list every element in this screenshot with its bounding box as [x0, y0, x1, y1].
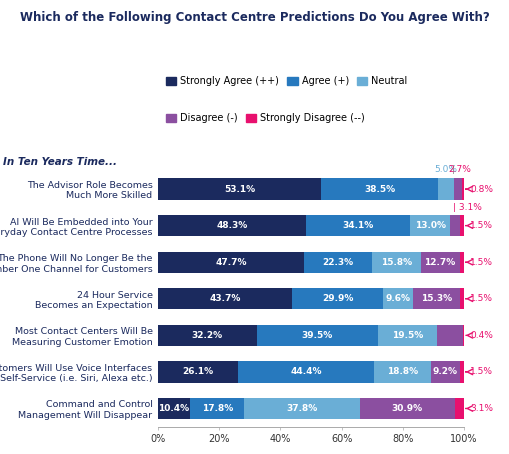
Text: 15.3%: 15.3%	[420, 294, 451, 303]
Bar	[158, 398, 189, 419]
Text: 53.1%: 53.1%	[223, 184, 254, 193]
Text: 38.5%: 38.5%	[363, 184, 394, 193]
Bar	[420, 252, 459, 273]
Bar	[158, 178, 320, 200]
Text: 13.0%: 13.0%	[414, 221, 445, 230]
Text: 12.7%: 12.7%	[423, 258, 455, 266]
Text: 5.0%: 5.0%	[434, 165, 457, 174]
Bar	[244, 398, 359, 419]
Text: 1.5%: 1.5%	[469, 367, 492, 376]
Bar	[305, 215, 409, 236]
Bar	[459, 361, 463, 383]
Text: 1.5%: 1.5%	[469, 294, 492, 303]
Text: 17.8%: 17.8%	[201, 404, 232, 413]
Text: 47.7%: 47.7%	[215, 258, 246, 266]
Text: 34.1%: 34.1%	[342, 221, 373, 230]
Bar	[373, 361, 431, 383]
Bar	[409, 215, 449, 236]
Bar	[459, 252, 463, 273]
Text: 43.7%: 43.7%	[209, 294, 240, 303]
Bar	[256, 325, 377, 346]
Bar	[377, 325, 436, 346]
Text: 22.3%: 22.3%	[322, 258, 353, 266]
Bar	[462, 325, 463, 346]
Bar	[461, 178, 464, 200]
Bar	[412, 288, 459, 309]
Bar	[320, 178, 438, 200]
Legend: Disagree (-), Strongly Disagree (--): Disagree (-), Strongly Disagree (--)	[161, 109, 368, 127]
Bar	[438, 178, 453, 200]
Bar	[158, 361, 238, 383]
Bar	[158, 215, 305, 236]
Bar	[459, 288, 463, 309]
Bar	[436, 325, 462, 346]
Bar	[453, 178, 461, 200]
Text: Which of the Following Contact Centre Predictions Do You Agree With?: Which of the Following Contact Centre Pr…	[20, 11, 489, 25]
Text: 0.8%: 0.8%	[469, 184, 492, 193]
Text: 9.6%: 9.6%	[385, 294, 410, 303]
Bar	[158, 288, 291, 309]
Text: In Ten Years Time...: In Ten Years Time...	[3, 157, 117, 167]
Text: 18.8%: 18.8%	[386, 367, 417, 376]
Text: 1.5%: 1.5%	[469, 221, 492, 230]
Text: 44.4%: 44.4%	[290, 367, 321, 376]
Text: 0.4%: 0.4%	[469, 331, 492, 340]
Bar	[359, 398, 454, 419]
Text: 32.2%: 32.2%	[191, 331, 222, 340]
Text: 19.5%: 19.5%	[391, 331, 422, 340]
Bar	[303, 252, 372, 273]
Bar	[449, 215, 459, 236]
Bar	[238, 361, 373, 383]
Text: 37.8%: 37.8%	[286, 404, 317, 413]
Text: 10.4%: 10.4%	[158, 404, 189, 413]
Bar	[459, 215, 463, 236]
Text: 3.1%: 3.1%	[469, 404, 492, 413]
Bar	[291, 288, 383, 309]
Bar	[189, 398, 244, 419]
Text: 30.9%: 30.9%	[391, 404, 422, 413]
Text: 39.5%: 39.5%	[301, 331, 332, 340]
Text: 1.5%: 1.5%	[469, 258, 492, 266]
Bar	[158, 325, 256, 346]
Bar	[372, 252, 420, 273]
Text: 29.9%: 29.9%	[321, 294, 353, 303]
Bar	[431, 361, 459, 383]
Bar	[454, 398, 463, 419]
Text: |: |	[451, 165, 455, 174]
Text: 26.1%: 26.1%	[182, 367, 213, 376]
Bar	[158, 252, 303, 273]
Text: 9.2%: 9.2%	[432, 367, 457, 376]
Bar	[383, 288, 412, 309]
Text: 48.3%: 48.3%	[216, 221, 247, 230]
Text: | 3.1%: | 3.1%	[453, 203, 482, 212]
Text: 2.7%: 2.7%	[447, 165, 470, 174]
Text: 15.8%: 15.8%	[380, 258, 411, 266]
